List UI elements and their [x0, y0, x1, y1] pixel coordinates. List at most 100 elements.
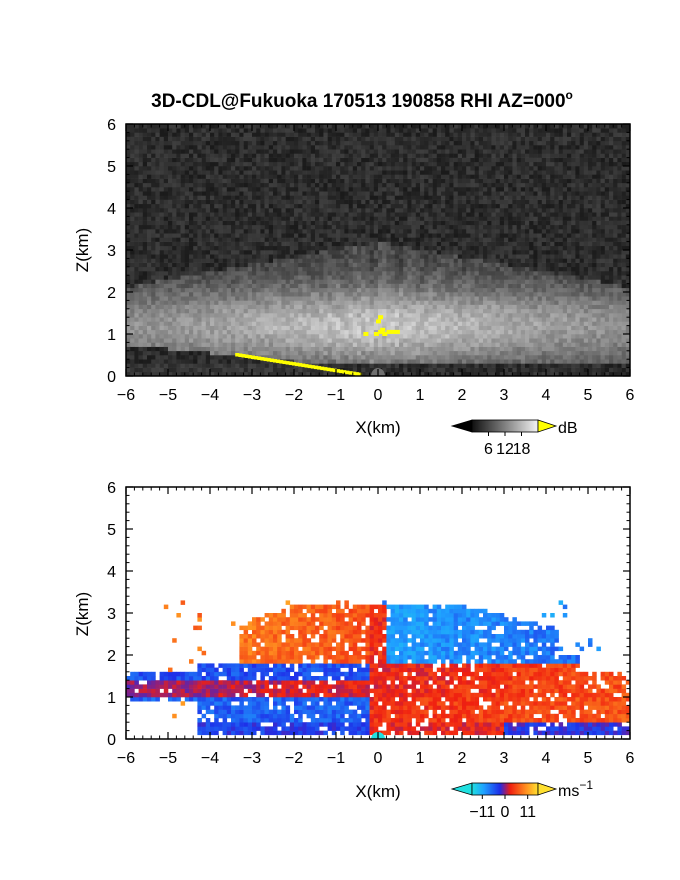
snr-cell — [285, 216, 291, 221]
snr-cell — [428, 241, 433, 247]
snr-cell — [151, 292, 156, 297]
snr-cell — [457, 292, 463, 297]
snr-cell — [184, 229, 190, 234]
snr-cell — [235, 203, 240, 209]
snr-cell — [243, 136, 249, 142]
snr-cell — [176, 275, 181, 280]
snr-cell — [323, 178, 328, 184]
snr-cell — [222, 254, 228, 259]
snr-cell — [348, 266, 354, 272]
snr-cell — [163, 199, 169, 205]
snr-cell — [344, 254, 349, 259]
snr-cell — [365, 296, 370, 301]
snr-cell — [138, 350, 144, 356]
snr-cell — [277, 271, 282, 276]
snr-cell — [184, 208, 190, 213]
snr-cell — [147, 300, 152, 305]
snr-cell — [298, 308, 303, 314]
snr-cell — [163, 195, 169, 200]
snr-cell — [151, 258, 156, 263]
snr-cell — [289, 153, 295, 158]
snr-cell — [180, 329, 186, 335]
snr-cell — [277, 128, 282, 133]
snr-cell — [382, 212, 387, 217]
snr-cell — [441, 266, 446, 272]
snr-cell — [260, 350, 265, 356]
snr-cell — [222, 359, 228, 364]
snr-cell — [126, 355, 131, 360]
snr-cell — [378, 271, 383, 276]
snr-cell — [323, 266, 328, 272]
snr-cell — [222, 250, 228, 255]
snr-cell — [319, 359, 324, 364]
snr-cell — [239, 187, 244, 192]
snr-cell — [180, 153, 186, 158]
snr-cell — [390, 266, 396, 272]
snr-cell — [235, 132, 240, 137]
snr-cell — [205, 283, 211, 289]
snr-cell — [386, 363, 391, 368]
snr-cell — [189, 245, 194, 251]
snr-cell — [378, 224, 383, 230]
snr-cell — [441, 363, 446, 368]
snr-cell — [172, 153, 177, 158]
snr-cell — [197, 329, 202, 335]
snr-cell — [289, 363, 295, 368]
snr-cell — [344, 279, 349, 284]
snr-cell — [424, 296, 429, 301]
snr-cell — [390, 208, 396, 213]
snr-cell — [323, 128, 328, 133]
snr-cell — [222, 170, 228, 175]
snr-cell — [378, 300, 383, 305]
snr-cell — [130, 145, 135, 150]
snr-cell — [432, 338, 438, 343]
snr-cell — [352, 187, 358, 192]
snr-cell — [441, 283, 446, 289]
snr-cell — [365, 241, 370, 247]
snr-cell — [264, 195, 270, 200]
snr-cell — [201, 233, 207, 238]
snr-cell — [436, 308, 442, 314]
snr-cell — [462, 203, 467, 209]
snr-cell — [361, 187, 366, 192]
snr-cell — [432, 216, 438, 221]
snr-cell — [222, 325, 228, 331]
snr-cell — [453, 166, 459, 171]
snr-cell — [331, 313, 337, 318]
snr-cell — [319, 195, 324, 200]
snr-cell — [260, 124, 265, 129]
snr-cell — [394, 325, 400, 331]
snr-cell — [142, 296, 148, 301]
snr-cell — [126, 224, 131, 230]
snr-cell — [294, 342, 299, 347]
snr-cell — [340, 178, 345, 184]
snr-cell — [142, 136, 148, 142]
snr-cell — [142, 233, 148, 238]
snr-cell — [403, 346, 408, 352]
snr-cell — [155, 296, 160, 301]
snr-cell — [155, 174, 160, 179]
snr-cell — [205, 266, 211, 272]
snr-cell — [420, 338, 425, 343]
snr-cell — [239, 279, 244, 284]
snr-cell — [252, 304, 257, 310]
snr-cell — [260, 338, 265, 343]
snr-cell — [449, 191, 454, 196]
snr-cell — [348, 145, 354, 150]
snr-cell — [130, 157, 135, 163]
snr-cell — [382, 359, 387, 364]
snr-cell — [277, 371, 282, 376]
snr-cell — [386, 182, 391, 188]
snr-cell — [260, 258, 265, 263]
snr-cell — [147, 199, 152, 205]
snr-cell — [344, 283, 349, 289]
snr-cell — [369, 245, 375, 251]
snr-cell — [184, 262, 190, 268]
snr-cell — [256, 346, 261, 352]
snr-cell — [327, 245, 333, 251]
snr-cell — [298, 266, 303, 272]
snr-cell — [382, 350, 387, 356]
snr-cell — [327, 304, 333, 310]
snr-cell — [294, 292, 299, 297]
snr-cell — [281, 203, 286, 209]
